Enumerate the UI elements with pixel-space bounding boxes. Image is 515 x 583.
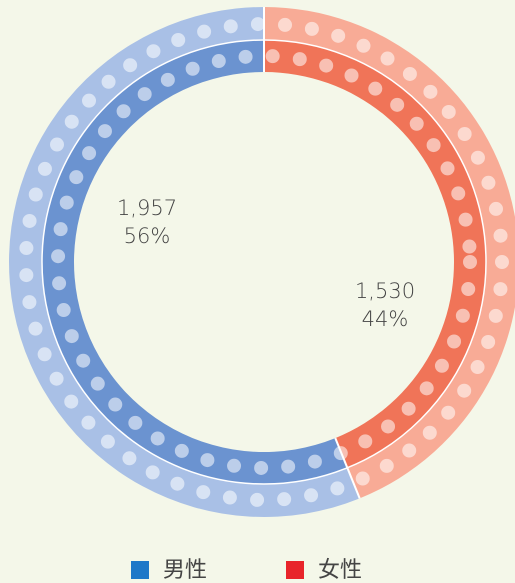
legend-label: 女性 [318,558,362,583]
percent-label: 44% [362,307,409,331]
legend-swatch [286,561,304,579]
percent-label: 56% [124,224,171,248]
donut [8,7,515,517]
ring-divider [41,39,487,485]
separators [41,7,487,499]
legend-swatch [131,561,149,579]
value-label: 1,530 [355,279,415,303]
pattern [51,49,477,475]
labels: 1,957 56% 1,530 44% [117,196,415,331]
legend: 男性 女性 [131,558,362,583]
value-label: 1,957 [117,196,177,220]
legend-label: 男性 [163,558,207,583]
donut-segment-outer [264,7,515,499]
